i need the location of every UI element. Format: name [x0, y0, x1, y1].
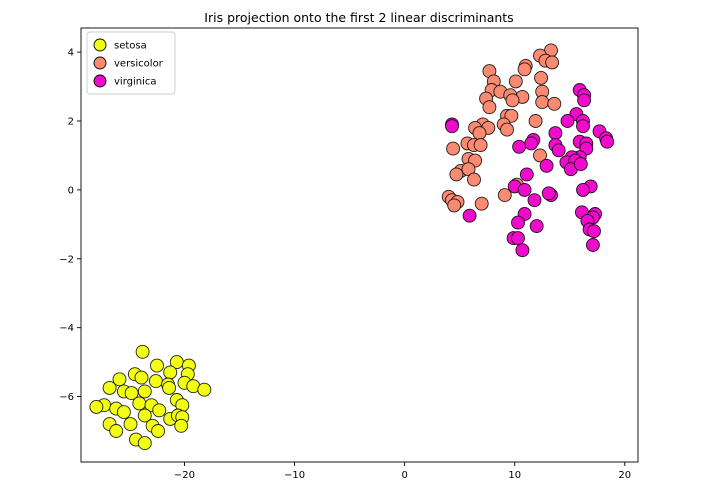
data-point-virginica — [511, 215, 525, 230]
data-point-virginica — [524, 136, 539, 151]
data-point-virginica — [551, 143, 566, 158]
x-tick-label: 10 — [508, 470, 521, 481]
legend-marker-versicolor — [93, 56, 107, 70]
data-point-setosa — [109, 424, 124, 438]
data-point-versicolor — [533, 148, 547, 163]
data-point-virginica — [511, 231, 525, 246]
data-point-setosa — [116, 405, 131, 420]
data-point-virginica — [560, 114, 575, 128]
points-layer — [89, 43, 615, 451]
y-tick-label: −2 — [59, 254, 74, 265]
data-point-setosa — [163, 365, 178, 380]
y-axis: −6 −4 −2 0 2 4 — [59, 48, 81, 403]
data-point-versicolor — [449, 167, 464, 182]
data-point-versicolor — [447, 198, 462, 213]
data-point-setosa — [137, 408, 152, 423]
data-point-versicolor — [472, 126, 487, 141]
data-point-virginica — [462, 208, 477, 223]
legend-marker-virginica — [93, 74, 107, 88]
legend-label-virginica: virginica — [114, 77, 157, 88]
data-point-setosa — [151, 424, 166, 438]
data-point-virginica — [527, 193, 542, 208]
data-point-virginica — [587, 224, 601, 239]
data-point-versicolor — [500, 122, 514, 137]
data-point-versicolor — [517, 62, 532, 77]
data-point-setosa — [123, 417, 138, 432]
chart-title: Iris projection onto the first 2 linear … — [204, 10, 513, 25]
legend-box — [86, 31, 176, 95]
data-point-virginica — [515, 243, 530, 258]
data-point-versicolor — [528, 114, 543, 128]
data-point-versicolor — [474, 196, 489, 211]
data-point-setosa — [174, 418, 189, 433]
y-tick-label: 2 — [68, 117, 74, 128]
data-point-virginica — [541, 186, 556, 201]
data-point-setosa — [150, 358, 164, 373]
data-point-virginica — [548, 126, 563, 141]
y-tick-label: −6 — [59, 392, 74, 403]
data-point-versicolor — [467, 172, 481, 187]
data-point-versicolor — [534, 70, 549, 85]
data-point-virginica — [577, 93, 592, 108]
legend-marker-setosa — [93, 38, 107, 52]
data-point-versicolor — [535, 95, 550, 110]
x-tick-label: 20 — [618, 470, 631, 481]
y-tick-label: 0 — [68, 185, 74, 196]
data-point-versicolor — [446, 141, 461, 156]
data-point-setosa — [148, 374, 163, 389]
data-point-virginica — [539, 158, 554, 173]
data-point-setosa — [197, 382, 212, 397]
data-point-setosa — [162, 380, 177, 395]
data-point-setosa — [112, 372, 127, 387]
data-point-versicolor — [504, 108, 519, 123]
data-point-virginica — [573, 157, 588, 172]
data-point-setosa — [137, 436, 152, 451]
data-point-virginica — [576, 182, 590, 197]
data-point-versicolor — [497, 188, 512, 203]
data-point-setosa — [137, 384, 152, 399]
legend-label-setosa: setosa — [114, 41, 147, 52]
data-point-virginica — [517, 182, 532, 197]
data-point-virginica — [585, 238, 600, 252]
data-point-virginica — [445, 119, 459, 134]
data-point-versicolor — [505, 93, 520, 108]
data-point-virginica — [519, 167, 534, 182]
data-point-versicolor — [473, 138, 488, 153]
data-point-setosa — [135, 344, 150, 359]
data-point-virginica — [512, 139, 527, 154]
data-point-versicolor — [482, 100, 497, 115]
y-tick-label: 4 — [68, 48, 74, 59]
x-tick-label: −10 — [284, 470, 305, 481]
data-point-virginica — [529, 219, 544, 234]
data-point-versicolor — [545, 55, 560, 70]
plot-area — [80, 27, 639, 463]
data-point-setosa — [152, 403, 167, 418]
data-point-virginica — [576, 119, 590, 134]
x-tick-label: 0 — [401, 470, 407, 481]
data-point-versicolor — [508, 74, 523, 89]
y-tick-label: −4 — [59, 323, 74, 334]
legend: setosa versicolor virginica — [86, 31, 176, 95]
x-tick-label: −20 — [174, 470, 195, 481]
data-point-versicolor — [547, 96, 562, 111]
data-point-setosa — [134, 370, 149, 385]
data-point-setosa — [89, 399, 104, 414]
x-axis: −20 −10 0 10 20 — [174, 462, 631, 481]
data-point-setosa — [132, 396, 147, 411]
data-point-virginica — [600, 134, 615, 149]
data-point-setosa — [102, 380, 117, 395]
legend-label-versicolor: versicolor — [114, 59, 164, 70]
